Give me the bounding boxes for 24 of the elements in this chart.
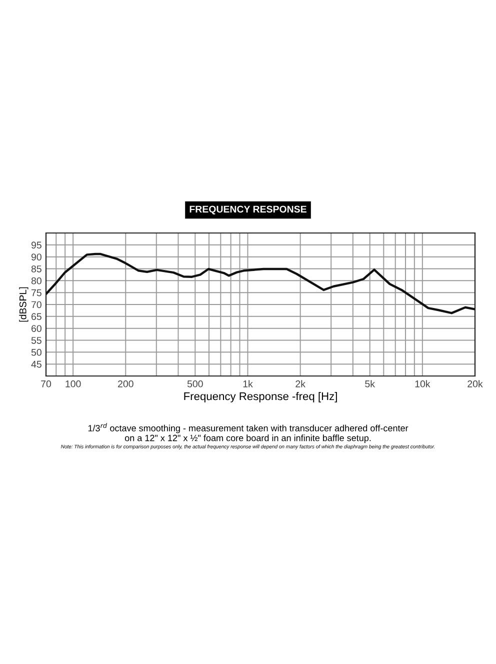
x-tick-label: 100: [66, 380, 81, 388]
y-tick-label: 65: [32, 313, 42, 320]
y-tick-label: 50: [31, 348, 42, 356]
y-axis-title: [dBSPL]: [19, 287, 28, 322]
chart-title: FREQUENCY RESPONSE: [190, 206, 306, 214]
y-tick-label: 90: [31, 254, 42, 260]
x-tick-label: 2k: [296, 380, 306, 388]
x-axis-title: Frequency Response -freq [Hz]: [184, 392, 337, 402]
x-tick-label: 1k: [243, 380, 253, 388]
y-tick-label: 45: [31, 360, 42, 368]
y-tick-label: 70: [32, 301, 42, 308]
x-tick-label: 200: [118, 380, 134, 388]
x-tick-label: 70: [41, 380, 52, 388]
x-tick-label: 500: [187, 380, 203, 388]
text: 1/3$^{rd}$ octave smoothing - measurement taken with transducer adhered off-center on a 12" x 12" x ½" foam core board in an infinite baffle setup.: [88, 423, 408, 443]
y-tick-label: 85: [31, 265, 42, 272]
y-tick-label: 95: [31, 242, 42, 249]
x-tick-label: 5k: [365, 380, 375, 388]
y-tick-label: 75: [32, 289, 42, 296]
x-tick-label: 20k: [468, 380, 483, 388]
y-tick-label: 80: [31, 277, 42, 284]
y-tick-label: 60: [32, 325, 42, 332]
y-tick-label: 55: [31, 337, 42, 344]
x-tick-label: 10k: [415, 380, 430, 388]
